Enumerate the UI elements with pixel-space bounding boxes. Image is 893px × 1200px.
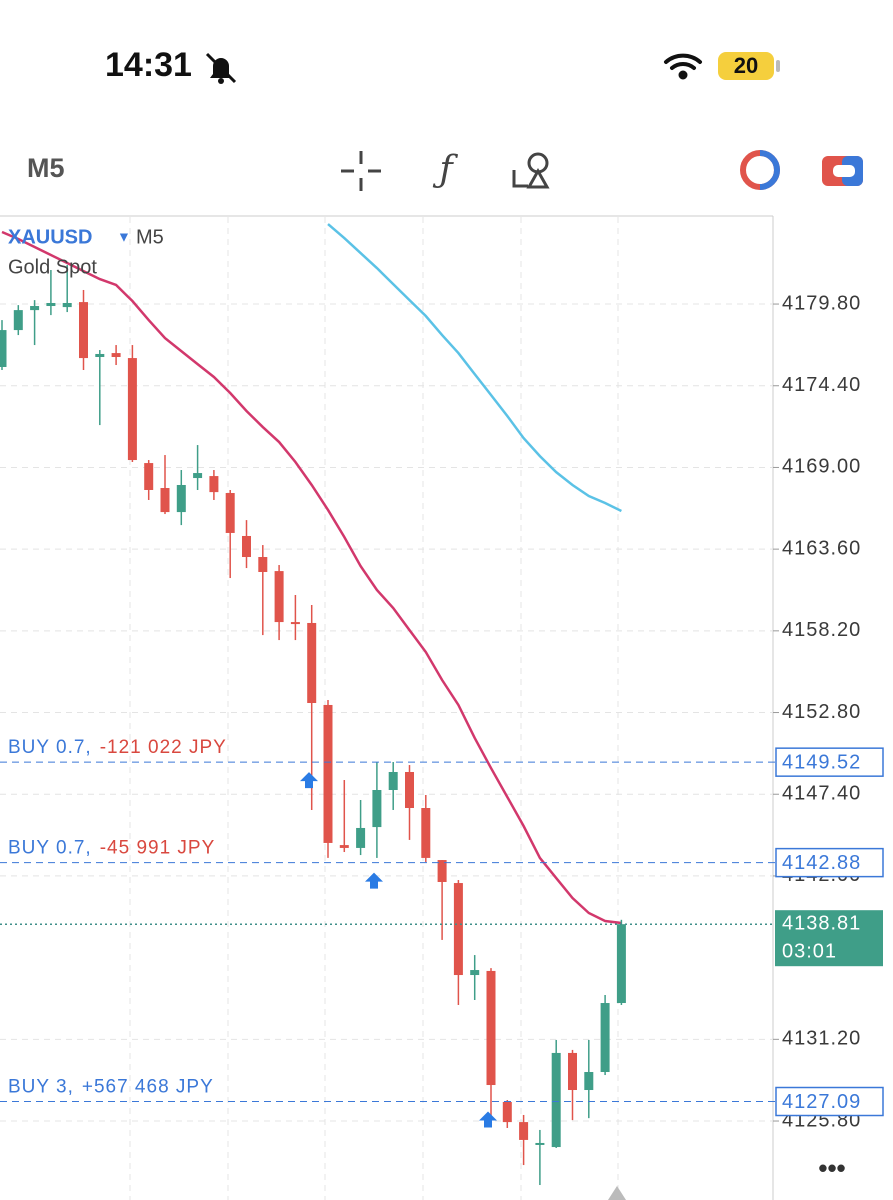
- order-pnl: -121 022 JPY: [100, 737, 227, 758]
- candle-body: [111, 353, 121, 358]
- candle-body: [339, 845, 349, 848]
- candle-body: [127, 358, 137, 461]
- candle-body: [405, 771, 414, 809]
- order-side: BUY 0.7,: [8, 838, 92, 859]
- order-pnl: +567 468 JPY: [82, 1077, 214, 1098]
- last-price: 4138.81: [782, 912, 861, 934]
- time-grid: [129, 217, 619, 1200]
- wifi-icon: [664, 53, 702, 80]
- candle-body: [242, 535, 251, 558]
- candle-body: [421, 808, 431, 858]
- order-price: 4149.52: [782, 751, 861, 773]
- candle-body: [62, 302, 72, 308]
- candle-body: [568, 1052, 577, 1091]
- candle-body: [46, 302, 56, 307]
- candle-body: [470, 970, 480, 976]
- candle-body: [502, 1101, 512, 1123]
- candle-body: [307, 622, 317, 704]
- plot: [0, 223, 773, 1186]
- candle-body: [535, 1142, 545, 1145]
- candle-body: [225, 493, 235, 533]
- battery-cap: [776, 60, 780, 72]
- y-tick-label: 4163.60: [782, 537, 861, 559]
- y-tick-label: 4147.40: [782, 783, 861, 805]
- y-tick-label: 4169.00: [782, 456, 861, 478]
- candle-body: [519, 1122, 529, 1140]
- crosshair-button[interactable]: [341, 151, 381, 191]
- objects-button[interactable]: [512, 152, 550, 189]
- buy-arrow: [365, 872, 383, 889]
- candle-body: [388, 771, 398, 790]
- candle-body: [323, 704, 333, 843]
- moving-average: [1, 230, 622, 925]
- candle-body: [486, 970, 496, 1086]
- candle-body: [95, 353, 105, 358]
- clock: 14:31: [105, 46, 192, 84]
- candle-body: [209, 476, 219, 493]
- y-tick-label: 4152.80: [782, 701, 861, 723]
- symbol[interactable]: XAUUSD: [8, 226, 92, 248]
- candle-body: [144, 463, 154, 490]
- trade-button[interactable]: [740, 150, 780, 190]
- battery-level: 20: [734, 53, 758, 78]
- y-tick-label: 4131.20: [782, 1028, 861, 1050]
- y-tick-label: 4158.20: [782, 619, 861, 641]
- y-tick-label: 4174.40: [782, 374, 861, 396]
- candle-body: [0, 330, 7, 367]
- candle-body: [290, 622, 300, 625]
- order-pnl: -45 991 JPY: [100, 838, 216, 859]
- candle-body: [453, 883, 463, 976]
- chart-subtitle: Gold Spot: [8, 256, 97, 278]
- bar-countdown: 03:01: [782, 940, 837, 962]
- indicators-button[interactable]: ƒ: [432, 149, 458, 190]
- candle-body: [356, 827, 366, 848]
- candle-body: [13, 310, 23, 331]
- order-price-box: [775, 1086, 884, 1117]
- order-side: BUY 3,: [8, 1077, 74, 1098]
- scroll-marker: [608, 1186, 626, 1200]
- candle-body: [160, 488, 170, 513]
- chart-timeframe: M5: [136, 226, 164, 248]
- candle-body: [193, 473, 203, 479]
- y-tick-label: 4179.80: [782, 292, 861, 314]
- order-label: BUY 0.7, -45 991 JPY: [8, 838, 215, 859]
- timeframe-button[interactable]: M5: [27, 153, 65, 183]
- order-price-box: [775, 847, 884, 878]
- symbol-dropdown[interactable]: ▼: [117, 229, 131, 245]
- buy-arrow: [300, 772, 318, 789]
- candle-body: [372, 790, 382, 828]
- last-price-box: [775, 910, 883, 967]
- more-button[interactable]: •••: [818, 1153, 845, 1183]
- order-label: BUY 0.7, -121 022 JPY: [8, 737, 227, 758]
- candle-body: [551, 1052, 561, 1148]
- mute-icon: [205, 52, 237, 84]
- order-price-box: [775, 747, 884, 777]
- order-price: 4142.88: [782, 852, 861, 874]
- candle-body: [258, 557, 268, 572]
- order-price: 4127.09: [782, 1091, 861, 1113]
- buy-arrow: [479, 1111, 497, 1128]
- candle-body: [437, 860, 447, 882]
- account-button[interactable]: [822, 156, 863, 186]
- candle-body: [600, 1003, 610, 1073]
- candle-body: [616, 924, 626, 1004]
- order-side: BUY 0.7,: [8, 737, 92, 758]
- candle-body: [584, 1072, 594, 1091]
- candle-body: [79, 302, 88, 359]
- order-label: BUY 3, +567 468 JPY: [8, 1077, 214, 1098]
- overlay: 4179.80 4174.40 4169.00 4163.60 4158.20 4152.…: [0, 292, 884, 1131]
- moving-average: [327, 223, 622, 513]
- candle-body: [274, 571, 284, 623]
- candle-body: [30, 306, 40, 311]
- battery: [718, 52, 774, 80]
- candle-body: [176, 484, 186, 513]
